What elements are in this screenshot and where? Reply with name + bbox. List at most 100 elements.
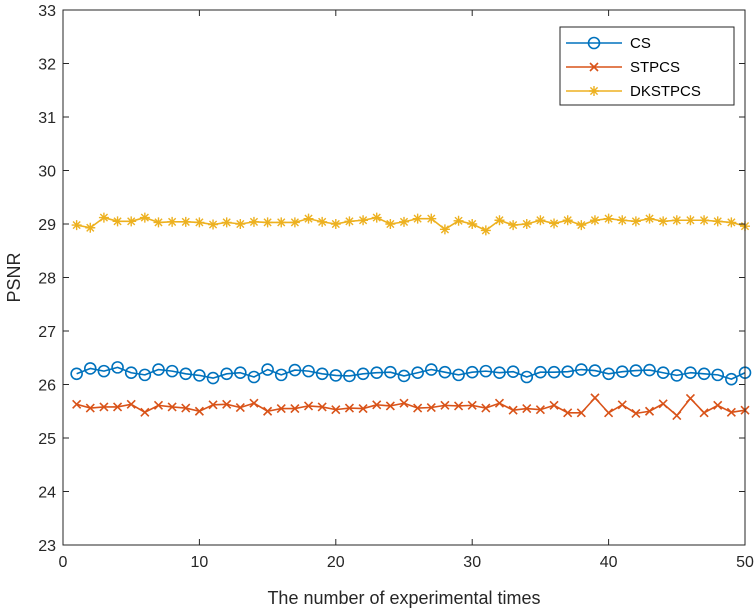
data-point-stpcs: [617, 400, 627, 410]
data-point-cs: [206, 371, 220, 385]
data-point-cs: [111, 361, 124, 374]
data-point-dkstpcs: [385, 219, 396, 229]
data-point-stpcs: [263, 406, 273, 416]
series-layer: [70, 212, 752, 421]
data-point-stpcs: [672, 410, 682, 421]
y-tick-label: 33: [38, 3, 56, 20]
data-point-stpcs: [167, 402, 177, 412]
y-tick-label: 26: [38, 378, 56, 395]
data-point-cs: [670, 369, 684, 382]
data-point-stpcs: [208, 400, 218, 410]
data-point-dkstpcs: [535, 215, 546, 226]
data-point-stpcs: [99, 402, 109, 412]
data-point-cs: [602, 367, 615, 381]
y-tick-label: 29: [38, 217, 56, 234]
data-point-stpcs: [494, 398, 505, 408]
data-point-dkstpcs: [330, 219, 341, 229]
legend-marker: [587, 36, 601, 50]
data-point-dkstpcs: [412, 213, 423, 224]
data-point-stpcs: [699, 408, 709, 418]
data-point-dkstpcs: [153, 217, 164, 228]
data-point-dkstpcs: [317, 216, 328, 227]
data-point-cs: [725, 372, 738, 386]
data-point-dkstpcs: [235, 219, 246, 229]
data-point-stpcs: [249, 398, 259, 408]
data-point-cs: [465, 365, 479, 379]
legend-label: STPCS: [630, 59, 680, 76]
data-point-cs: [493, 366, 506, 380]
data-point-cs: [343, 369, 356, 383]
data-point-stpcs: [658, 399, 668, 409]
data-point-dkstpcs: [617, 215, 628, 226]
data-point-dkstpcs: [98, 212, 109, 223]
x-tick-label: 50: [736, 554, 754, 571]
data-point-dkstpcs: [562, 215, 573, 226]
data-point-cs: [384, 365, 397, 379]
data-point-stpcs: [685, 393, 696, 403]
series-dkstpcs: [71, 212, 750, 236]
data-point-cs: [629, 364, 643, 377]
data-point-stpcs: [726, 407, 736, 417]
data-point-stpcs: [522, 404, 532, 414]
data-point-stpcs: [590, 393, 600, 403]
y-axis-title: PSNR: [4, 252, 24, 302]
data-point-dkstpcs: [371, 212, 382, 223]
data-point-stpcs: [713, 400, 723, 410]
data-point-stpcs: [112, 402, 123, 412]
x-tick-label: 0: [59, 554, 68, 571]
data-point-dkstpcs: [289, 217, 300, 228]
data-point-stpcs: [222, 399, 232, 409]
data-point-dkstpcs: [603, 213, 614, 224]
data-point-dkstpcs: [426, 213, 437, 224]
data-point-cs: [138, 368, 152, 382]
legend-item-dkstpcs: DKSTPCS: [566, 83, 701, 100]
data-point-cs: [534, 365, 547, 379]
data-point-dkstpcs: [726, 217, 737, 228]
data-point-cs: [697, 367, 711, 381]
x-axis-title: The number of experimental times: [267, 588, 540, 608]
data-point-cs: [452, 368, 465, 382]
data-point-dkstpcs: [248, 216, 259, 227]
data-point-cs: [656, 366, 670, 380]
data-point-dkstpcs: [194, 217, 205, 228]
legend-item-stpcs: STPCS: [566, 59, 680, 76]
data-point-stpcs: [153, 400, 164, 410]
y-tick-label: 30: [38, 164, 56, 181]
data-point-dkstpcs: [671, 215, 682, 226]
data-point-stpcs: [194, 406, 204, 416]
data-point-dkstpcs: [344, 216, 355, 227]
data-point-cs: [643, 363, 656, 377]
data-point-stpcs: [317, 402, 327, 412]
data-point-cs: [711, 368, 725, 382]
x-tick-label: 40: [600, 554, 618, 571]
data-point-cs: [356, 367, 370, 381]
data-point-dkstpcs: [399, 216, 409, 227]
data-point-dkstpcs: [576, 220, 587, 231]
data-point-dkstpcs: [699, 215, 710, 226]
data-point-stpcs: [535, 405, 545, 415]
data-point-stpcs: [385, 401, 395, 411]
data-point-stpcs: [140, 407, 150, 417]
data-point-cs: [165, 364, 179, 378]
data-point-cs: [83, 362, 97, 375]
y-tick-label: 32: [38, 57, 56, 74]
data-point-dkstpcs: [139, 212, 150, 223]
y-tick-label: 28: [38, 271, 56, 288]
data-point-cs: [220, 367, 233, 381]
data-point-dkstpcs: [112, 216, 123, 227]
data-point-dkstpcs: [630, 216, 641, 227]
y-tick-label: 27: [38, 324, 56, 341]
data-point-dkstpcs: [658, 216, 669, 227]
data-point-dkstpcs: [712, 216, 723, 227]
data-point-stpcs: [413, 403, 423, 413]
data-point-stpcs: [372, 400, 382, 410]
legend-label: CS: [630, 35, 651, 52]
x-tick-label: 10: [191, 554, 209, 571]
data-point-dkstpcs: [644, 213, 655, 224]
data-point-dkstpcs: [685, 215, 696, 226]
data-point-cs: [152, 363, 165, 376]
data-point-cs: [575, 363, 588, 376]
data-point-dkstpcs: [276, 217, 287, 228]
data-point-stpcs: [331, 405, 341, 415]
